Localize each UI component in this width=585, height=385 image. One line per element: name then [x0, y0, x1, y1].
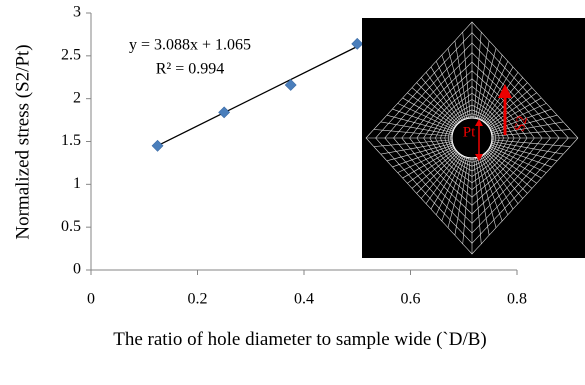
x-tick-label: 0.2 — [188, 291, 208, 308]
equation: y = 3.088x + 1.065 — [129, 37, 251, 54]
y-tick-label: 3 — [73, 4, 81, 21]
point — [219, 107, 230, 118]
r-squared: R² = 0.994 — [156, 61, 225, 78]
y-tick-label: 2 — [73, 89, 81, 106]
y-tick-label: 1 — [73, 175, 81, 192]
x-tick-label: 0 — [87, 291, 95, 308]
y-axis-label: Normalized stress (S2/Pt) — [12, 44, 33, 239]
point — [152, 140, 163, 151]
x-tick-label: 0.4 — [294, 291, 314, 308]
y-tick-label: 0.5 — [61, 218, 81, 235]
x-axis-label: The ratio of hole diameter to sample wid… — [110, 326, 490, 353]
x-tick-label: 0.6 — [401, 291, 421, 308]
inset-label: Pt — [463, 124, 476, 140]
y-tick-label: 0 — [73, 261, 81, 278]
x-tick-label: 0.8 — [507, 291, 527, 308]
y-tick-label: 1.5 — [61, 132, 81, 149]
y-tick-label: 2.5 — [61, 47, 81, 64]
page: Normalized stress (S2/Pt) y = 3.088x + 1… — [0, 0, 585, 385]
inset-image: Pt S2 — [362, 18, 585, 258]
